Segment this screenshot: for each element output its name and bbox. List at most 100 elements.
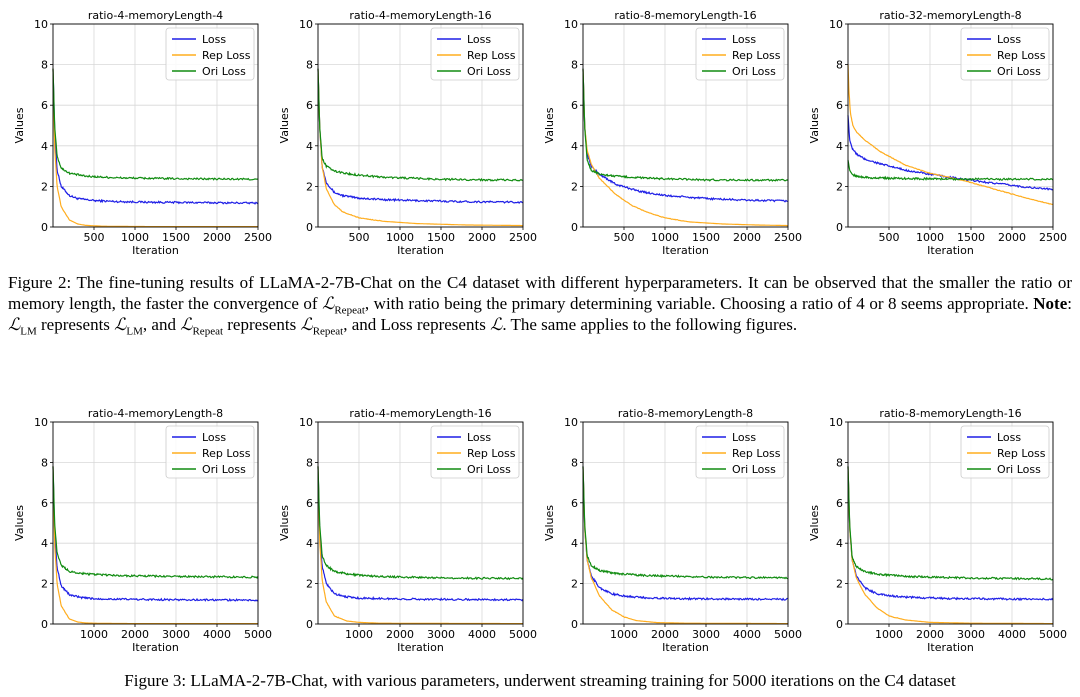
y-tick-label: 6 xyxy=(41,99,48,112)
figure3-caption: Figure 3: LLaMA-2-7B-Chat, with various … xyxy=(124,671,956,690)
legend: Loss Rep Loss Ori Loss xyxy=(165,27,255,81)
x-tick-label: 5000 xyxy=(774,628,802,641)
legend-label: Loss xyxy=(997,33,1021,46)
legend-label: Rep Loss xyxy=(732,49,781,62)
x-axis-label: Iteration xyxy=(662,641,709,654)
x-tick-label: 1000 xyxy=(651,231,679,244)
x-tick-label: 4000 xyxy=(733,628,761,641)
note-label: Note xyxy=(1033,294,1068,313)
y-tick-label: 10 xyxy=(34,416,48,429)
legend-label: Rep Loss xyxy=(202,49,251,62)
plot-frame xyxy=(582,421,789,625)
y-tick-label: 8 xyxy=(41,456,48,469)
figure2-caption: Figure 2: The fine-tuning results of LLa… xyxy=(8,273,1073,338)
legend-box xyxy=(960,27,1050,81)
x-tick-label: 1000 xyxy=(345,628,373,641)
chart-panel: 0 2 4 6 8 10 1000 2000 3000 4000 5000 ratio-4-memor… xyxy=(13,407,272,654)
y-tick-label: 6 xyxy=(836,497,843,510)
chart-panel: 0 2 4 6 8 10 1000 2000 3000 4000 5000 ratio-8-memor… xyxy=(543,407,802,654)
y-tick-label: 6 xyxy=(836,99,843,112)
x-tick-label: 2000 xyxy=(468,231,496,244)
x-tick-label: 500 xyxy=(879,231,900,244)
chart-title: ratio-4-memoryLength-16 xyxy=(349,9,491,22)
y-tick-label: 6 xyxy=(571,497,578,510)
y-tick-label: 6 xyxy=(306,99,313,112)
x-axis-label: Iteration xyxy=(927,244,974,257)
x-tick-label: 1000 xyxy=(875,628,903,641)
plot-frame xyxy=(317,421,524,625)
legend-label: Rep Loss xyxy=(732,447,781,460)
y-tick-label: 0 xyxy=(571,618,578,631)
legend-label: Ori Loss xyxy=(202,65,246,78)
figure2-label: Figure 2: xyxy=(8,273,72,292)
y-tick-label: 2 xyxy=(41,180,48,193)
legend-label: Ori Loss xyxy=(202,463,246,476)
plot-frame xyxy=(582,23,789,228)
legend-label: Ori Loss xyxy=(732,65,776,78)
x-tick-label: 2500 xyxy=(244,231,272,244)
x-tick-label: 3000 xyxy=(692,628,720,641)
y-tick-label: 2 xyxy=(41,578,48,591)
y-tick-label: 8 xyxy=(571,59,578,72)
y-tick-label: 2 xyxy=(571,180,578,193)
legend: Loss Rep Loss Ori Loss xyxy=(695,27,785,81)
series-line-ori-loss xyxy=(582,68,789,182)
y-tick-label: 10 xyxy=(829,18,843,31)
x-tick-label: 5000 xyxy=(244,628,272,641)
y-tick-label: 8 xyxy=(306,456,313,469)
y-tick-label: 10 xyxy=(564,18,578,31)
series-line-ori-loss xyxy=(52,466,259,579)
y-tick-label: 2 xyxy=(836,578,843,591)
series-line-loss xyxy=(52,466,259,602)
legend: Loss Rep Loss Ori Loss xyxy=(960,425,1050,479)
x-tick-label: 1500 xyxy=(162,231,190,244)
y-tick-label: 4 xyxy=(41,140,48,153)
legend-label: Ori Loss xyxy=(997,463,1041,476)
y-tick-label: 10 xyxy=(829,416,843,429)
series-line-loss xyxy=(317,68,524,205)
x-axis-label: Iteration xyxy=(132,244,179,257)
series-line-rep-loss xyxy=(582,68,788,227)
series-line-rep-loss xyxy=(582,466,788,625)
x-tick-label: 1000 xyxy=(610,628,638,641)
y-tick-label: 10 xyxy=(34,18,48,31)
x-tick-label: 3000 xyxy=(162,628,190,641)
x-tick-label: 1500 xyxy=(427,231,455,244)
legend-label: Rep Loss xyxy=(997,49,1046,62)
legend-box xyxy=(165,425,255,479)
series-line-rep-loss xyxy=(847,64,1054,206)
y-tick-label: 0 xyxy=(41,221,48,234)
legend-label: Loss xyxy=(732,431,756,444)
y-tick-label: 2 xyxy=(306,180,313,193)
y-tick-label: 0 xyxy=(306,618,313,631)
y-tick-label: 6 xyxy=(41,497,48,510)
legend-label: Rep Loss xyxy=(202,447,251,460)
series-line-loss xyxy=(582,68,788,203)
legend: Loss Rep Loss Ori Loss xyxy=(960,27,1050,81)
x-tick-label: 2000 xyxy=(121,628,149,641)
plot-frame xyxy=(317,23,524,228)
series-line-ori-loss xyxy=(847,466,1054,581)
y-tick-label: 4 xyxy=(836,537,843,550)
series-line-ori-loss xyxy=(317,68,524,182)
y-tick-label: 2 xyxy=(836,180,843,193)
x-tick-label: 4000 xyxy=(468,628,496,641)
y-tick-label: 0 xyxy=(836,618,843,631)
x-tick-label: 4000 xyxy=(203,628,231,641)
y-axis-label: Values xyxy=(13,107,26,143)
y-axis-label: Values xyxy=(543,107,556,143)
y-axis-label: Values xyxy=(278,107,291,143)
y-tick-label: 4 xyxy=(306,140,313,153)
x-tick-label: 4000 xyxy=(998,628,1026,641)
legend-label: Rep Loss xyxy=(467,49,516,62)
series-line-ori-loss xyxy=(52,68,258,181)
y-tick-label: 0 xyxy=(836,221,843,234)
x-axis-label: Iteration xyxy=(662,244,709,257)
y-tick-label: 4 xyxy=(41,537,48,550)
legend-box xyxy=(695,425,785,479)
legend-label: Rep Loss xyxy=(997,447,1046,460)
x-axis-label: Iteration xyxy=(397,641,444,654)
x-tick-label: 3000 xyxy=(957,628,985,641)
y-axis-label: Values xyxy=(13,505,26,541)
